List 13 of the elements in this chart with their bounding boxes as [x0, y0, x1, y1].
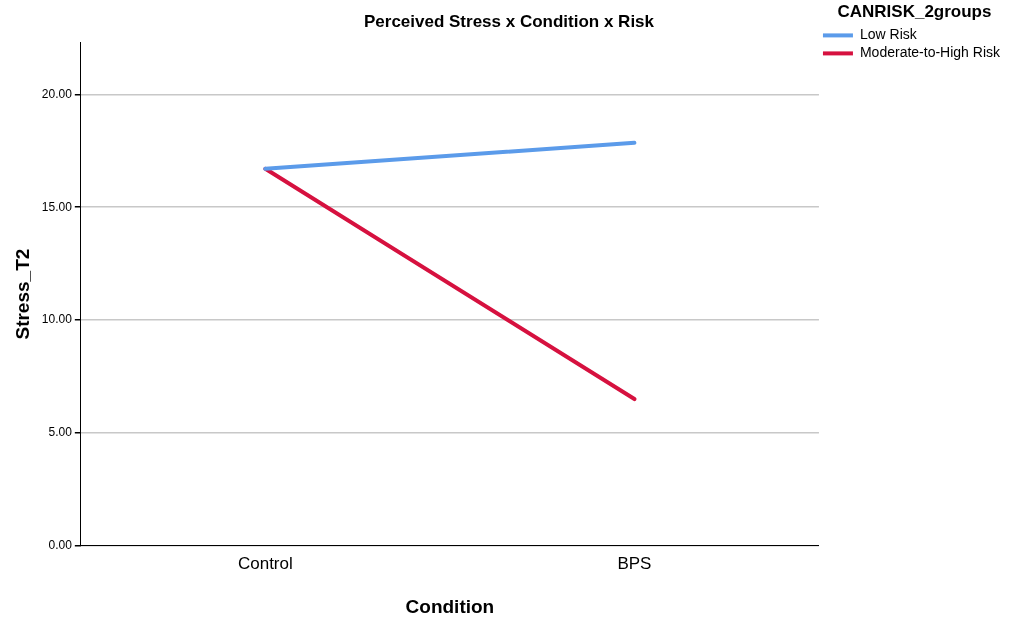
x-axis-title: Condition [405, 595, 495, 617]
y-tick-label: 5.00 [48, 425, 73, 440]
y-tick-label: 20.00 [41, 86, 73, 101]
y-tick-label: 10.00 [41, 312, 73, 327]
chart-title: Perceived Stress x Condition x Risk [363, 11, 655, 31]
x-tick-label: Control [237, 553, 293, 573]
legend-label: Low Risk [859, 26, 918, 43]
legend-label: Moderate-to-High Risk [859, 44, 1001, 61]
y-axis-title: Stress_T2 [11, 248, 33, 340]
y-tick-label: 0.00 [48, 538, 73, 553]
legend-title: CANRISK_2groups [837, 2, 992, 22]
x-tick-label: BPS [617, 553, 652, 573]
y-tick-label: 15.00 [41, 199, 73, 214]
